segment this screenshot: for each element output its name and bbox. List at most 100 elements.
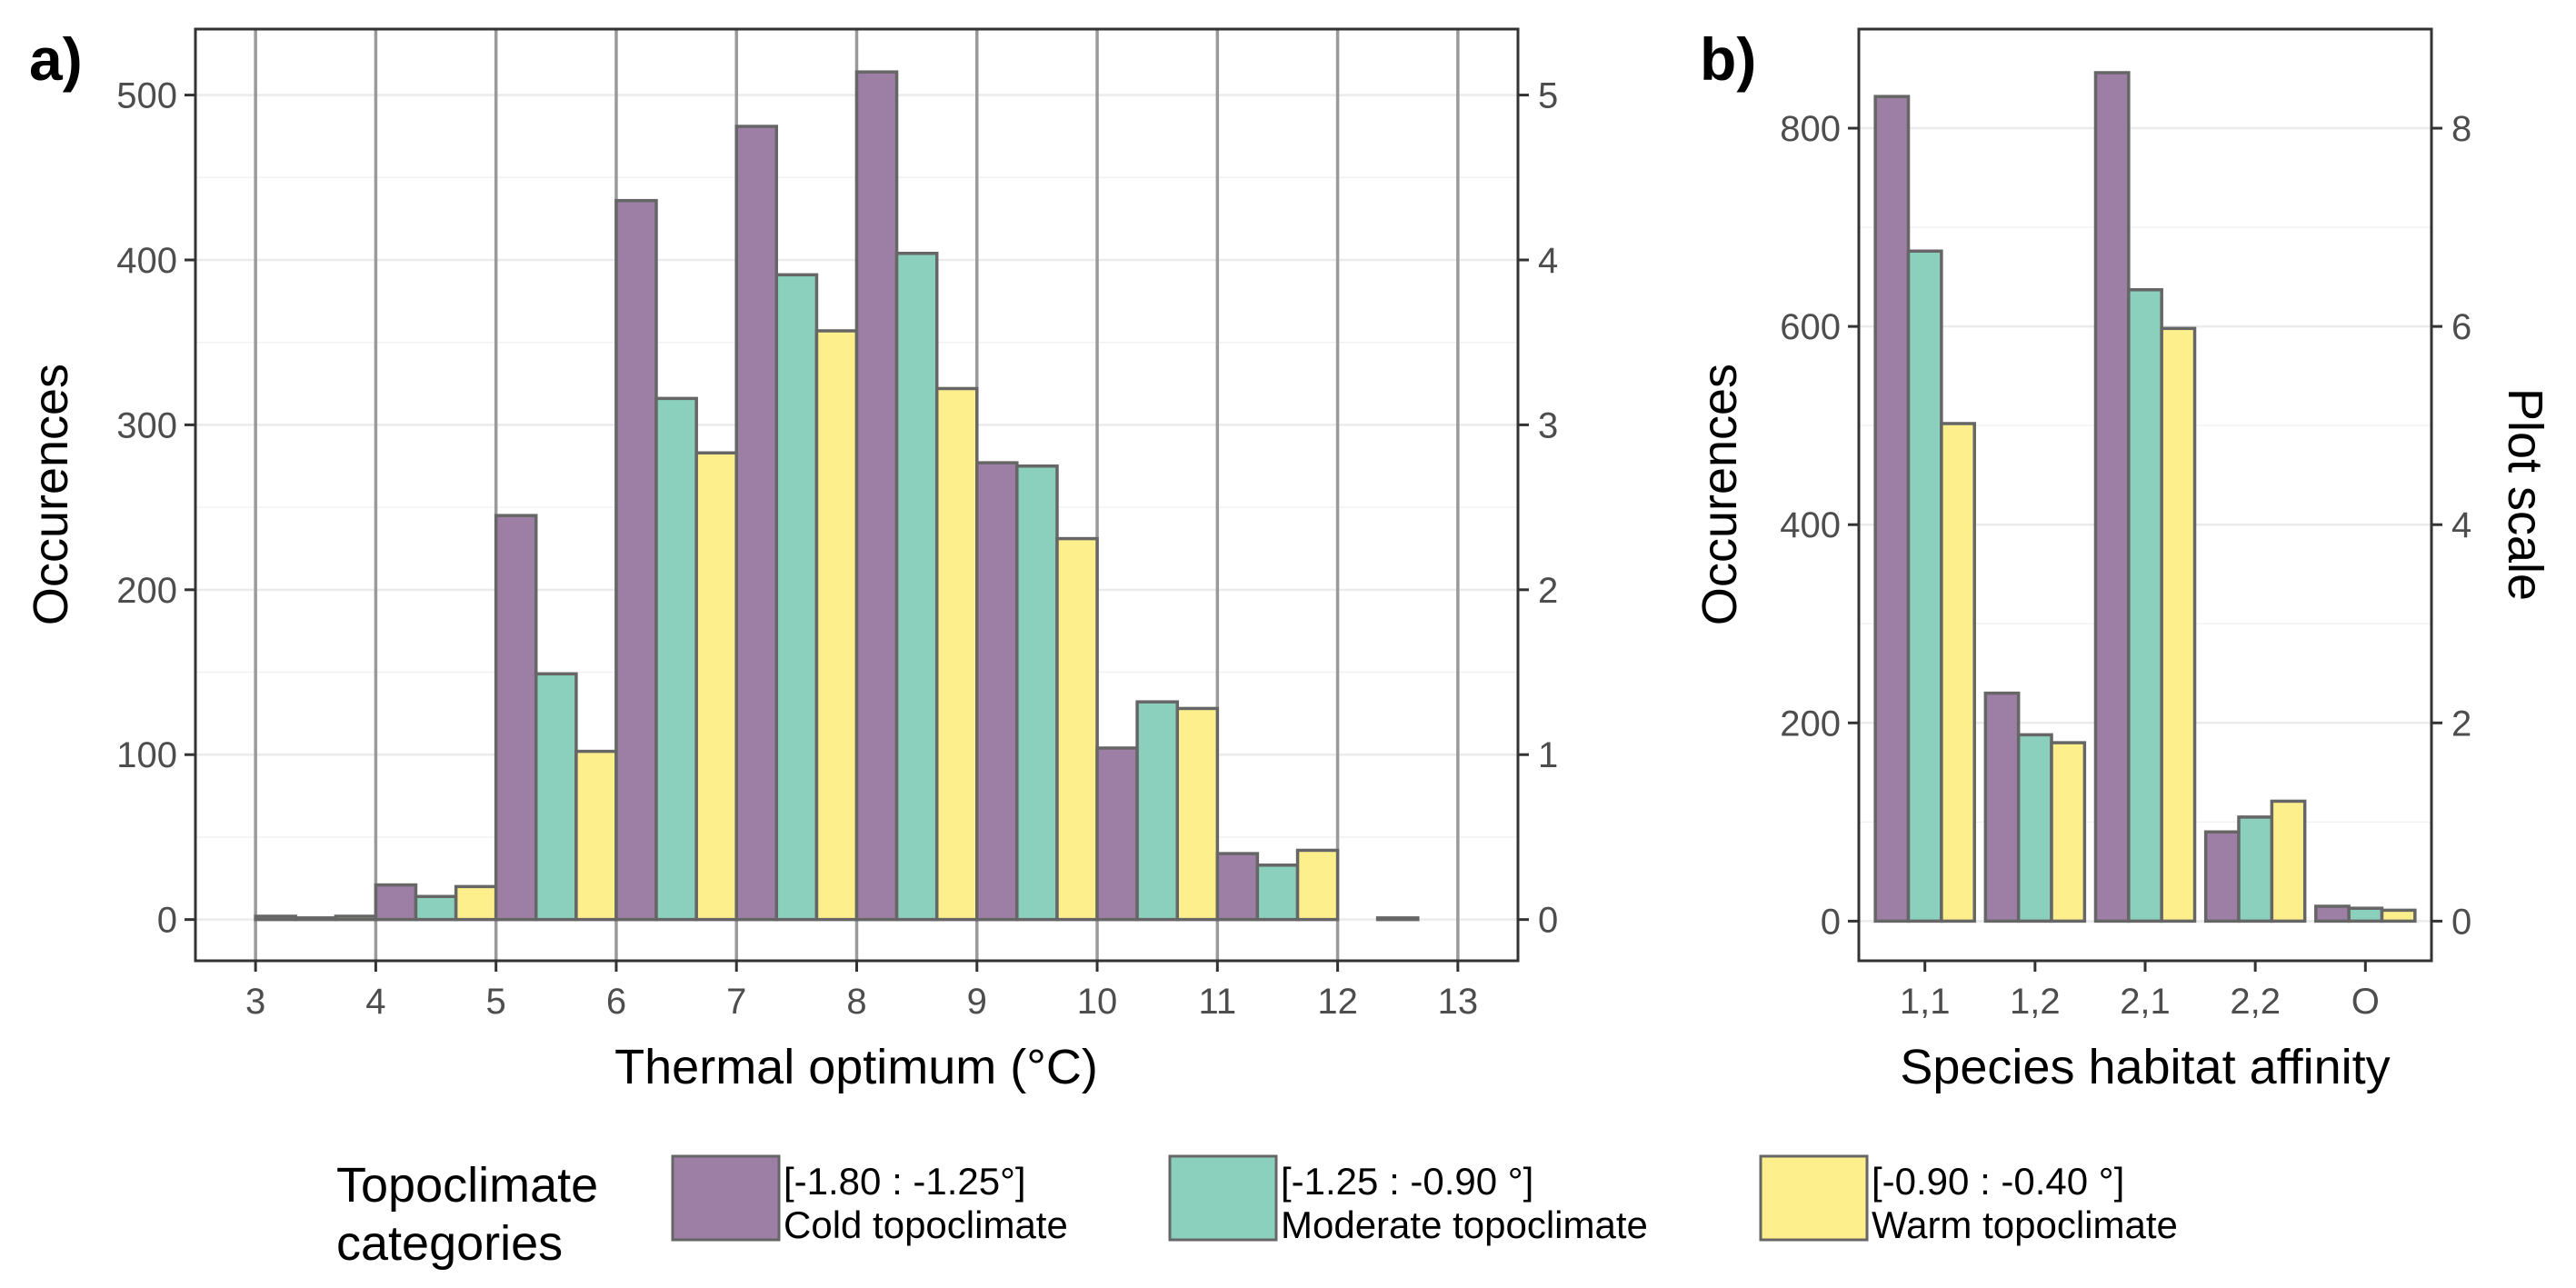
panel-a-x-axis: 3 4 5 6 7 8 9 10 11 12 13 bbox=[245, 961, 1478, 1022]
panel-b-x-tick-label: 1,1 bbox=[1900, 982, 1951, 1022]
panel-a-bar-moderate bbox=[1255, 864, 1300, 922]
panel-a-x-tick-label: 8 bbox=[846, 982, 866, 1022]
panel-a-y-tick-label: 300 bbox=[116, 405, 177, 445]
panel-a-bar-warm bbox=[1295, 848, 1340, 922]
panel-b-secondary-y-axis: 0 2 4 6 8 bbox=[2431, 109, 2471, 942]
panel-a-bar-cold bbox=[374, 883, 418, 922]
panel-a-bar-moderate bbox=[1015, 464, 1059, 922]
panel-b-y-tick-label: 200 bbox=[1780, 704, 1841, 744]
legend-range-cold: [-1.80 : -1.25°] bbox=[784, 1160, 1026, 1203]
panel-a-bar-warm bbox=[934, 386, 979, 922]
panel-b-bar-cold bbox=[2203, 830, 2241, 924]
panel-a-bar-cold bbox=[1215, 852, 1260, 922]
panel-a-bar-cold bbox=[854, 70, 899, 922]
panel-a-y-axis-title: Occurences bbox=[24, 364, 78, 625]
panel-a-x-tick-label: 9 bbox=[967, 982, 987, 1022]
panel-b-bar-cold bbox=[2314, 904, 2351, 924]
panel-b-chart: 0 200 400 600 800 0 2 4 6 8 1,1 1,2 2,1 2,2 O Specie… bbox=[1692, 25, 2552, 1094]
legend-swatch-cold bbox=[671, 1154, 781, 1242]
panel-a-y2-tick-label: 3 bbox=[1538, 405, 1558, 445]
panel-b-label: b) bbox=[1700, 25, 1756, 93]
panel-a-x-tick-label: 6 bbox=[606, 982, 626, 1022]
panel-b-y2-tick-label: 8 bbox=[2451, 109, 2471, 149]
panel-a-bar-moderate bbox=[1135, 700, 1180, 922]
panel-a-bar-warm bbox=[1175, 706, 1220, 922]
panel-a-bar-warm bbox=[1055, 536, 1099, 922]
panel-b-bar-cold bbox=[2093, 71, 2131, 924]
panel-a-y-axis: 0 100 200 300 400 500 bbox=[116, 76, 195, 941]
panel-a-bar-moderate bbox=[774, 273, 819, 922]
panel-a-x-tick-label: 12 bbox=[1317, 982, 1358, 1022]
panel-a-bar-cold bbox=[734, 125, 779, 922]
panel-a-bars bbox=[254, 70, 1420, 922]
panel-a-y2-tick-label: 4 bbox=[1538, 241, 1558, 281]
legend: Topoclimate categories [-1.80 : -1.25°] … bbox=[336, 1154, 2178, 1271]
panel-b-bar-warm bbox=[2380, 908, 2417, 924]
legend-range-warm: [-0.90 : -0.40 °] bbox=[1872, 1160, 2124, 1203]
panel-a-bar-moderate bbox=[1375, 916, 1420, 922]
panel-a-y2-tick-label: 1 bbox=[1538, 735, 1558, 775]
panel-b-x-tick-label: 1,2 bbox=[2010, 982, 2061, 1022]
panel-a-x-tick-label: 4 bbox=[365, 982, 385, 1022]
panel-b-bar-cold bbox=[1873, 95, 1911, 924]
panel-a-secondary-y-axis: 0 1 2 3 4 5 bbox=[1518, 76, 1558, 941]
panel-a-bar-moderate bbox=[654, 396, 698, 922]
panel-b-x-tick-label: 2,2 bbox=[2230, 982, 2281, 1022]
panel-b-bar-warm bbox=[1940, 422, 1976, 924]
panel-a-x-tick-label: 10 bbox=[1077, 982, 1118, 1022]
panel-b-x-axis: 1,1 1,2 2,1 2,2 O bbox=[1900, 961, 2380, 1022]
panel-b-y-axis-title: Occurences bbox=[1692, 364, 1747, 625]
panel-a-bar-moderate bbox=[534, 672, 578, 922]
legend-title-line-2: categories bbox=[336, 1216, 563, 1271]
legend-label-cold: Cold topoclimate bbox=[784, 1203, 1068, 1246]
panel-a-bar-cold bbox=[494, 514, 538, 922]
panel-b-bar-moderate bbox=[2237, 815, 2274, 924]
legend-swatch-moderate bbox=[1168, 1154, 1278, 1242]
panel-b-bar-warm bbox=[2160, 326, 2197, 924]
panel-a-x-tick-label: 7 bbox=[726, 982, 746, 1022]
panel-b-bar-warm bbox=[2270, 799, 2307, 924]
panel-b-bar-cold bbox=[1983, 691, 2021, 924]
panel-a-y2-tick-label: 0 bbox=[1538, 901, 1558, 941]
panel-a-y-tick-label: 100 bbox=[116, 735, 177, 775]
panel-a-y-tick-label: 200 bbox=[116, 571, 177, 611]
panel-a-x-tick-label: 13 bbox=[1438, 982, 1479, 1022]
panel-a-bar-cold bbox=[614, 198, 658, 922]
panel-b-y2-tick-label: 4 bbox=[2451, 505, 2471, 545]
panel-b-bar-warm bbox=[2050, 741, 2087, 924]
panel-a-x-tick-label: 11 bbox=[1199, 982, 1237, 1022]
panel-a-y2-tick-label: 5 bbox=[1538, 76, 1558, 116]
panel-a-bar-warm bbox=[814, 329, 859, 922]
panel-b-x-tick-label: 2,1 bbox=[2120, 982, 2171, 1022]
panel-a-x-tick-label: 5 bbox=[486, 982, 506, 1022]
panel-b-bar-moderate bbox=[1906, 249, 1943, 924]
panel-b-y-tick-label: 0 bbox=[1821, 902, 1841, 942]
panel-a-bar-warm bbox=[574, 749, 618, 922]
panel-b-bar-moderate bbox=[2347, 906, 2384, 924]
panel-a-x-axis-title: Thermal optimum (°C) bbox=[614, 1040, 1098, 1094]
panel-b-bar-moderate bbox=[2127, 288, 2163, 924]
panel-b-y-axis: 0 200 400 600 800 bbox=[1780, 109, 1859, 942]
panel-a-bar-cold bbox=[1095, 746, 1139, 922]
panel-a-bar-moderate bbox=[414, 894, 458, 922]
legend-range-moderate: [-1.25 : -0.90 °] bbox=[1281, 1160, 1533, 1203]
panel-a-bar-cold bbox=[254, 914, 297, 922]
legend-label-warm: Warm topoclimate bbox=[1872, 1203, 2178, 1246]
panel-a-y-tick-label: 400 bbox=[116, 241, 177, 281]
panel-b-y2-tick-label: 6 bbox=[2451, 307, 2471, 347]
panel-a-label: a) bbox=[29, 25, 83, 93]
panel-b-y-tick-label: 800 bbox=[1780, 109, 1841, 149]
panel-a-bar-warm bbox=[694, 451, 738, 922]
panel-a-y-tick-label: 0 bbox=[157, 901, 177, 941]
panel-b-y-tick-label: 400 bbox=[1780, 505, 1841, 545]
panel-b-x-axis-title: Species habitat affinity bbox=[1900, 1040, 2390, 1094]
panel-b-bar-moderate bbox=[2016, 733, 2053, 924]
panel-a-bar-warm bbox=[334, 914, 378, 922]
panel-a-y2-tick-label: 2 bbox=[1538, 571, 1558, 611]
panel-b-y2-tick-label: 0 bbox=[2451, 902, 2471, 942]
panel-a-x-tick-label: 3 bbox=[245, 982, 265, 1022]
panel-b-bars bbox=[1873, 71, 2417, 924]
panel-a-bar-moderate bbox=[294, 916, 338, 922]
panel-a-bar-warm bbox=[454, 884, 498, 922]
